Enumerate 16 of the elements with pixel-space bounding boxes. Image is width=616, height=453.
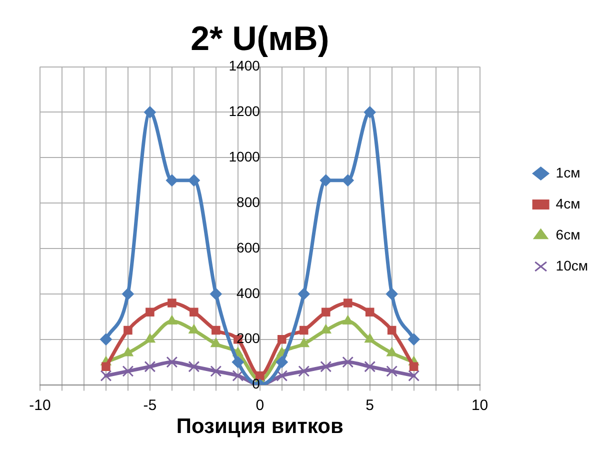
y-tick-label: 1000 — [228, 148, 260, 165]
x-tick-label: -5 — [143, 396, 157, 414]
legend-label: 10см — [556, 257, 588, 274]
x-axis-title: Позиция витков — [176, 415, 344, 438]
y-tick-label: 600 — [236, 239, 260, 256]
chart-title: 2* U(мВ) — [190, 20, 330, 58]
y-tick-label: 800 — [236, 194, 260, 210]
y-tick-label: 400 — [236, 284, 260, 301]
x-tick-label: 10 — [471, 396, 488, 414]
legend-label: 4см — [556, 195, 580, 212]
legend-label: 1см — [556, 164, 580, 180]
y-tick-label: 1400 — [228, 58, 260, 74]
x-tick-label: 5 — [366, 396, 374, 414]
legend-label: 6см — [556, 226, 580, 242]
y-tick-label: 1200 — [228, 103, 260, 120]
x-tick-label: -10 — [29, 396, 51, 414]
